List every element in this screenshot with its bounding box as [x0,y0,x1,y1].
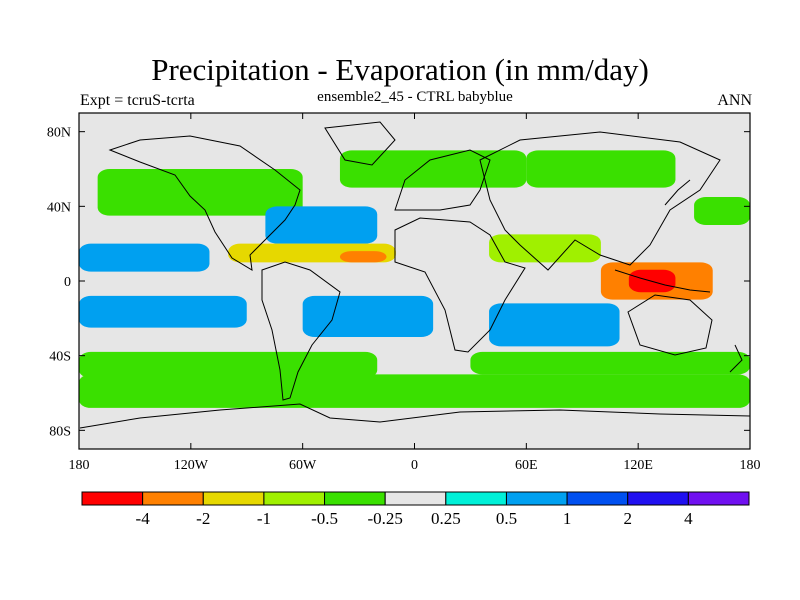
map-title: Precipitation - Evaporation (in mm/day) [151,52,649,87]
lon-tick-label: 180 [69,458,90,470]
colorbar-label: 4 [684,509,693,528]
contour-region-10 [489,303,620,347]
map-subtitle: ensemble2_45 - CTRL babyblue [317,89,513,105]
coast-north-america [108,135,301,271]
colorbar-swatch [505,491,568,506]
colorbar-swatch [627,491,689,506]
colorbar-label: 1 [563,509,572,528]
coast-europe [394,149,491,211]
lat-tick-label: 0 [64,275,71,290]
contour-region-7 [79,243,210,272]
colorbar-swatch [142,491,204,506]
contour-region-5 [526,150,676,188]
colorbar-swatch [384,491,447,506]
lon-tick-label: 60W [289,458,317,470]
colorbar-labels: -4 -2 -1 -0.5 -0.25 0.25 0.5 1 2 4 [136,509,694,528]
lat-tick-label: 40S [49,350,71,365]
lat-tick-label: 80S [49,424,71,439]
experiment-label: Expt = tcruS-tcrta [80,92,195,109]
colorbar-label: 0.5 [496,509,517,528]
latitude-ticks: 80N 40N 0 40S 80S [47,126,750,439]
colorbar-swatch [81,491,144,506]
colorbar-swatch [202,491,265,506]
contour-fields [79,150,750,408]
coast-japan [664,179,691,206]
lon-tick-label: 120W [174,458,209,470]
colorbar-boxes [81,491,750,506]
season-label: ANN [717,92,752,109]
colorbar-label: -2 [196,509,210,528]
longitude-ticks: 180 120W 60W 0 60E 120E 180 [69,113,761,470]
lon-tick-label: 120E [623,458,653,470]
precipitation-map: 180 120W 60W 0 60E 120E 180 80N 40N 0 40S 80S [47,112,761,470]
contour-region-3 [97,169,303,216]
colorbar-swatch [263,491,326,506]
colorbar-label: 2 [623,509,632,528]
colorbar-label: -0.25 [367,509,402,528]
coastlines [79,121,751,429]
contour-region-0 [79,351,378,379]
coast-south-america [261,261,341,401]
colorbar-label: -1 [257,509,271,528]
lon-tick-label: 60E [515,458,538,470]
contour-region-6 [694,197,750,225]
colorbar-label: -4 [136,509,151,528]
contour-region-8 [79,295,247,328]
contour-region-2 [470,351,750,375]
colorbar-swatch [324,491,386,506]
lat-tick-label: 80N [47,126,71,141]
coast-new-zealand [729,344,743,373]
contour-region-1 [79,374,750,408]
colorbar-swatch [566,491,629,506]
coast-asia [479,131,721,271]
colorbar-swatch [445,491,507,506]
colorbar-swatch [687,491,750,506]
coast-maritime [614,269,711,293]
coast-antarctica [79,403,751,429]
coast-greenland [324,121,396,166]
lon-tick-label: 0 [411,458,418,470]
colorbar-label: -0.5 [311,509,338,528]
contour-region-9 [302,295,434,337]
coast-africa [394,217,526,353]
coast-australia [627,294,713,356]
colorbar-label: 0.25 [431,509,461,528]
lat-tick-label: 40N [47,200,71,215]
contour-region-13 [339,251,387,263]
lon-tick-label: 180 [740,458,761,470]
contour-region-11 [265,206,378,244]
